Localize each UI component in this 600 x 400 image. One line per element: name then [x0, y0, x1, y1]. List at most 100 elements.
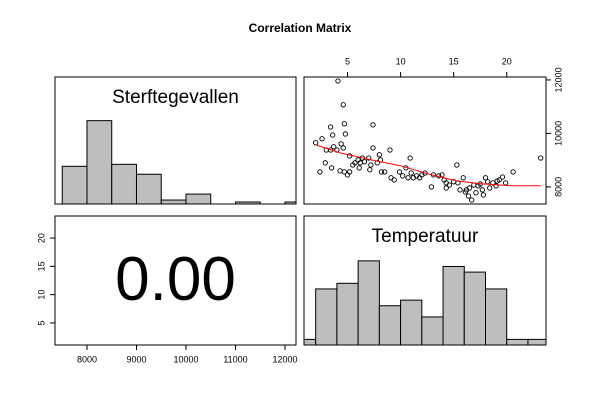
chart-title: Correlation Matrix [249, 21, 352, 35]
scatter-point [466, 185, 473, 191]
scatter-point [400, 173, 406, 179]
scatter-point [344, 172, 351, 178]
x-tick-label: 10000 [173, 354, 198, 364]
scatter-point [538, 155, 544, 161]
panel: Temperatuur [303, 215, 547, 346]
histogram-bar [378, 305, 402, 345]
scatter-point [405, 175, 411, 181]
x-tick-label: 9000 [126, 354, 146, 364]
x-tick-label: 11000 [223, 354, 247, 364]
scatter-point [331, 144, 337, 150]
scatter-point [337, 168, 343, 174]
panel: 5 10 15 20 8000 10000 12000 [303, 56, 563, 205]
histogram-bar [315, 288, 338, 345]
scatter-point [454, 162, 460, 168]
scatter-point [367, 167, 373, 173]
scatter-point [335, 78, 341, 84]
x-tick-label: 12000 [272, 354, 297, 364]
correlation-value: 0.00 [115, 245, 236, 314]
panel-label: Sterftegevallen [112, 87, 239, 108]
scatter-point [510, 169, 516, 175]
scatter-point [457, 187, 463, 193]
scatter-point [480, 192, 487, 198]
scatter-point [352, 160, 358, 166]
scatter-point [482, 175, 489, 181]
scatter-point [460, 175, 466, 181]
smooth-line [315, 144, 541, 187]
scatter-point [319, 136, 325, 142]
scatter-point [328, 165, 335, 171]
histogram-bar [160, 199, 187, 204]
scatter-point [469, 197, 475, 203]
scatter-point [376, 152, 383, 158]
x-tick-label: 10 [396, 56, 406, 66]
y-tick-label: 12000 [553, 67, 563, 92]
scatter-point [446, 182, 453, 188]
histogram-bar [463, 271, 487, 345]
scatter-point [374, 160, 380, 166]
scatter-point [370, 145, 376, 151]
scatter-point [408, 170, 414, 176]
scatter-point [391, 177, 397, 183]
y-tick-label: 15 [36, 261, 46, 271]
y-tick-label: 10000 [553, 121, 563, 146]
x-tick-label: 5 [345, 56, 350, 66]
scatter-point [499, 174, 506, 180]
scatter-point [330, 132, 336, 138]
panel: Sterftegevallen [54, 76, 297, 205]
y-tick-label: 8000 [553, 177, 563, 197]
y-tick-label: 20 [36, 233, 46, 243]
scatter-point [341, 121, 347, 127]
histogram-bar [284, 201, 296, 204]
scatter-point [327, 124, 334, 130]
histogram-bar [421, 316, 444, 345]
x-tick-label: 8000 [77, 354, 97, 364]
histogram-bar [506, 338, 529, 345]
panel-label: Temperatuur [372, 226, 479, 247]
histogram-bar [400, 299, 423, 345]
histogram-bar [235, 201, 261, 204]
scatter-point [357, 160, 363, 166]
panel-frame [303, 215, 547, 346]
scatter-point [422, 170, 428, 176]
histogram-bar [185, 193, 212, 204]
scatter-point [338, 141, 344, 147]
scatter-point [473, 190, 479, 196]
panel: 0.00 8000 9000 10000 11000 12000 5 10 15 20 [36, 215, 298, 364]
scatter-point [479, 187, 485, 193]
scatter-point [313, 140, 319, 146]
scatter-point [396, 169, 403, 175]
scatter-point [370, 122, 376, 128]
scatter-point [443, 185, 449, 191]
scatter-point [368, 162, 374, 168]
scatter-point [342, 131, 349, 137]
scatter-point [340, 145, 346, 151]
histogram-bar [336, 282, 359, 345]
scatter-point [487, 185, 493, 191]
scatter-point [428, 184, 435, 190]
y-tick-label: 10 [36, 290, 46, 300]
scatter-point [493, 183, 499, 189]
plot-area [313, 78, 544, 203]
histogram-bar [485, 288, 508, 345]
histogram-bar [61, 165, 88, 204]
scatter-point [366, 155, 372, 161]
scatter-point [322, 160, 328, 166]
panel-frame [54, 76, 297, 205]
scatter-point [317, 169, 323, 175]
histogram-bar [357, 260, 380, 345]
scatter-point [387, 147, 393, 153]
histogram-bar [135, 173, 162, 204]
scatter-point [382, 169, 388, 175]
histogram-bar [111, 163, 137, 204]
x-tick-label: 20 [502, 56, 512, 66]
scatter-point [407, 155, 413, 161]
scatter-point [496, 177, 502, 183]
x-tick-label: 15 [449, 56, 459, 66]
plot-area [61, 120, 296, 204]
histogram-bar [86, 120, 113, 204]
scatter-point [356, 165, 362, 171]
scatter-point [378, 169, 385, 175]
scatter-point [340, 102, 346, 108]
